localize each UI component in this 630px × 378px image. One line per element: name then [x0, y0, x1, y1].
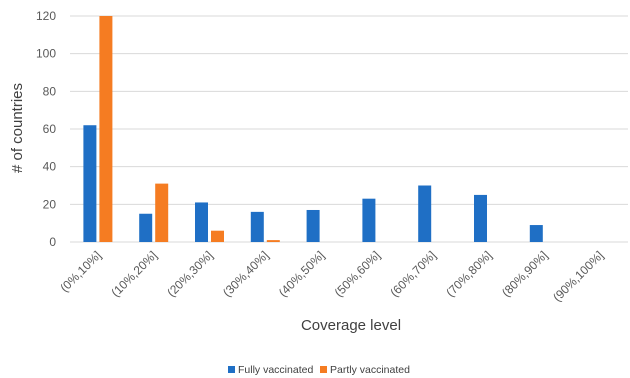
bars	[83, 16, 543, 242]
x-tick-label: (30%,40%]	[220, 248, 271, 299]
bar-partly-vaccinated	[266, 240, 280, 242]
bar-fully-vaccinated	[195, 202, 208, 242]
bar-partly-vaccinated	[211, 230, 224, 242]
legend-swatch	[228, 366, 235, 373]
bar-fully-vaccinated	[139, 213, 153, 242]
y-tick-label: 80	[43, 84, 57, 98]
y-axis-ticks: 0 20 40 60 80 100 120	[36, 9, 56, 249]
legend-swatch	[320, 366, 327, 373]
y-tick-label: 0	[49, 235, 56, 249]
bar-fully-vaccinated	[529, 225, 543, 242]
x-tick-label: (80%,90%]	[499, 248, 550, 299]
y-tick-label: 40	[43, 160, 57, 174]
x-tick-label: (90%,100%]	[550, 248, 606, 304]
bar-fully-vaccinated	[306, 209, 320, 242]
x-tick-label: (60%,70%]	[387, 248, 438, 299]
y-tick-label: 20	[43, 197, 57, 211]
gridlines	[70, 15, 628, 243]
x-tick-label: (40%,50%]	[276, 248, 327, 299]
bar-partly-vaccinated	[99, 16, 113, 242]
y-tick-label: 120	[36, 9, 56, 23]
y-tick-label: 60	[43, 122, 57, 136]
legend-label: Fully vaccinated	[238, 364, 313, 376]
bar-fully-vaccinated	[250, 211, 264, 242]
bar-fully-vaccinated	[418, 185, 432, 242]
x-tick-label: (20%,30%]	[164, 248, 215, 299]
x-axis-title: Coverage level	[301, 317, 401, 334]
x-tick-label: (10%,20%]	[108, 248, 159, 299]
y-tick-label: 100	[36, 47, 56, 61]
bar-fully-vaccinated	[474, 194, 487, 242]
legend-label: Partly vaccinated	[330, 364, 410, 376]
x-tick-label: (70%,80%]	[443, 248, 494, 299]
x-tick-label: (50%,60%]	[332, 248, 383, 299]
bar-fully-vaccinated	[83, 125, 97, 242]
bar-fully-vaccinated	[362, 198, 376, 242]
legend: Fully vaccinated Partly vaccinated	[228, 364, 410, 376]
x-tick-label: (0%,10%]	[57, 248, 104, 295]
y-axis-title: # of countries	[9, 83, 26, 173]
x-axis-ticks: (0%,10%] (10%,20%] (20%,30%] (30%,40%] (40%,…	[57, 248, 606, 304]
bar-partly-vaccinated	[155, 183, 169, 242]
